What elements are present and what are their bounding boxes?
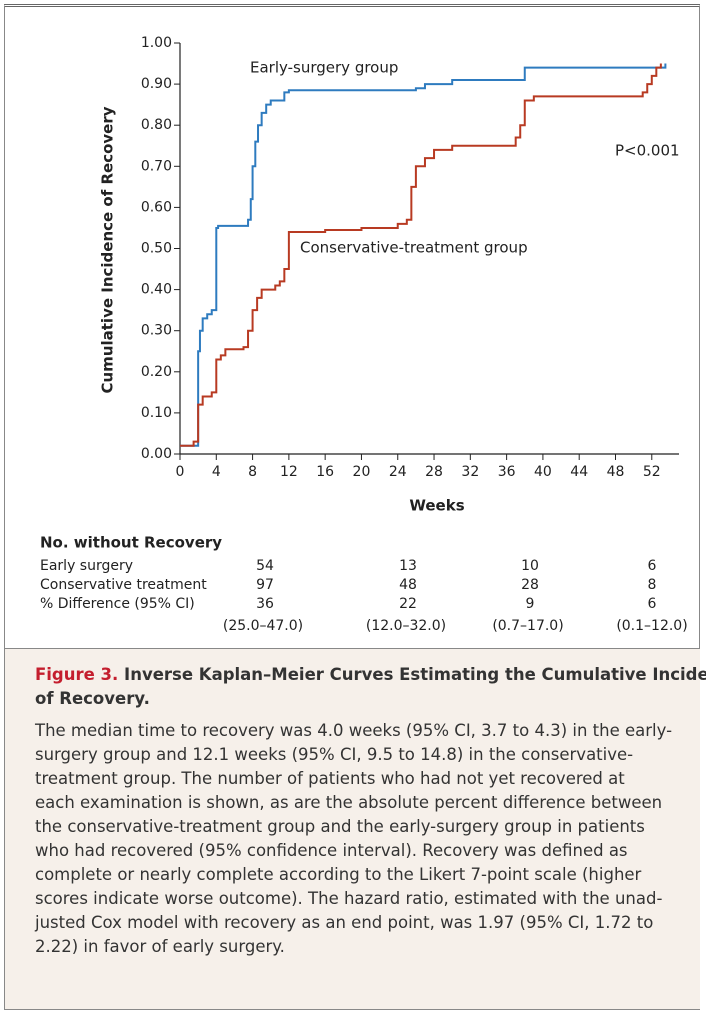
cell: 13: [399, 558, 417, 574]
cell: 28: [521, 577, 539, 593]
chart: Cumulative Incidence of Recovery Weeks N…: [40, 35, 688, 634]
y-tick-label: 0.30: [141, 323, 172, 339]
body-line: 2.22) in favor of early surgery.: [35, 937, 285, 956]
frame: [4, 4, 700, 1010]
x-axis-label: Weeks: [409, 497, 464, 515]
cell: 10: [521, 558, 539, 574]
cell-ci: (25.0–47.0): [223, 618, 303, 634]
table-title: No. without Recovery: [40, 534, 222, 552]
y-tick-label: 0.90: [141, 76, 172, 92]
cell: 54: [256, 558, 274, 574]
x-tick-label: 28: [425, 464, 443, 480]
row-label: % Difference (95% CI): [40, 596, 195, 612]
series-label: Conservative-treatment group: [300, 239, 528, 257]
row-label: Conservative treatment: [40, 577, 207, 593]
y-axis-label: Cumulative Incidence of Recovery: [99, 106, 117, 393]
cell-ci: (0.1–12.0): [616, 618, 687, 634]
y-tick-label: 0.40: [141, 282, 172, 298]
row-label: Early surgery: [40, 558, 133, 574]
y-tick-label: 0.10: [141, 405, 172, 421]
cell: 6: [648, 558, 657, 574]
y-tick-label: 0.70: [141, 158, 172, 174]
caption-body: The median time to recovery was 4.0 week…: [35, 719, 686, 959]
x-tick-label: 0: [176, 464, 185, 480]
x-tick-label: 36: [498, 464, 516, 480]
body-line: treatment group. The number of patients …: [35, 769, 625, 788]
body-line: complete or nearly complete according to…: [35, 865, 642, 884]
x-tick-label: 52: [643, 464, 661, 480]
annotation: P<0.001: [615, 142, 680, 160]
x-tick-label: 4: [212, 464, 221, 480]
x-tick-label: 24: [389, 464, 407, 480]
body-line: the conservative-treatment group and the…: [35, 817, 645, 836]
cell: 36: [256, 596, 274, 612]
cell: 8: [648, 577, 657, 593]
cell: 6: [648, 596, 657, 612]
body-line: each examination is shown, as are the ab…: [35, 793, 663, 812]
x-tick-label: 8: [248, 464, 257, 480]
x-tick-label: 40: [534, 464, 552, 480]
cell-ci: (12.0–32.0): [366, 618, 446, 634]
cell: 9: [526, 596, 535, 612]
body-line: justed Cox model with recovery as an end…: [35, 913, 654, 932]
caption-title: Figure 3. Inverse Kaplan–Meier Curves Es…: [35, 663, 706, 711]
body-line: The median time to recovery was 4.0 week…: [35, 721, 673, 740]
x-tick-label: 44: [570, 464, 588, 480]
title-line: of Recovery.: [35, 689, 150, 708]
curve: [180, 63, 662, 447]
x-tick-label: 48: [607, 464, 625, 480]
body-line: who had recovered (95% confidence interv…: [35, 841, 628, 860]
y-tick-label: 0.50: [141, 241, 172, 257]
x-tick-label: 32: [461, 464, 479, 480]
title-line: Inverse Kaplan–Meier Curves Estimating t…: [118, 665, 706, 684]
y-tick-label: 0.20: [141, 364, 172, 380]
y-tick-label: 0.60: [141, 199, 172, 215]
cell: 97: [256, 577, 274, 593]
y-tick-label: 1.00: [141, 35, 172, 51]
cell: 22: [399, 596, 417, 612]
x-tick-label: 16: [316, 464, 334, 480]
y-tick-label: 0.80: [141, 117, 172, 133]
cell: 48: [399, 577, 417, 593]
y-tick-label: 0.00: [141, 446, 172, 462]
cell-ci: (0.7–17.0): [492, 618, 563, 634]
series-label: Early-surgery group: [250, 59, 398, 77]
body-line: scores indicate worse outcome). The haza…: [35, 889, 663, 908]
caption: Figure 3. Inverse Kaplan–Meier Curves Es…: [5, 648, 706, 1009]
curve: [180, 63, 667, 447]
x-tick-label: 20: [353, 464, 371, 480]
body-line: surgery group and 12.1 weeks (95% CI, 9.…: [35, 745, 634, 764]
figure-label: Figure 3.: [35, 665, 119, 684]
x-tick-label: 12: [280, 464, 298, 480]
